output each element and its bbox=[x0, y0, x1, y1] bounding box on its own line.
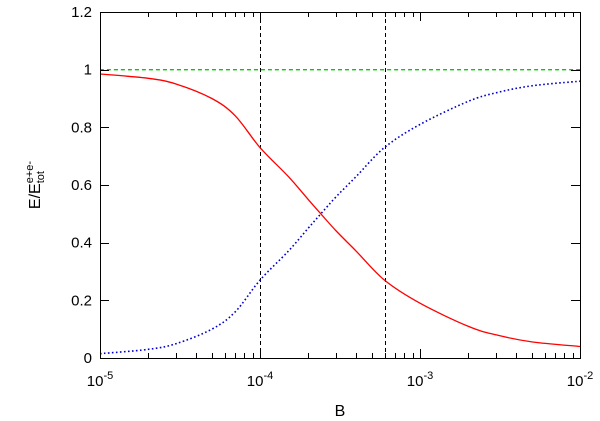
y-tick-label: 1 bbox=[84, 62, 92, 79]
series-layer bbox=[99, 69, 581, 355]
y-tick-label: 0.6 bbox=[71, 177, 92, 194]
ticks-layer bbox=[100, 12, 581, 359]
x-tick-label: 10-2 bbox=[567, 370, 593, 390]
reference-lines-layer bbox=[260, 12, 386, 358]
series-line-1 bbox=[99, 80, 581, 355]
x-tick-label: 10-5 bbox=[87, 370, 113, 390]
y-tick-label: 0.2 bbox=[71, 292, 92, 309]
y-axis-title: E/Ee+e-tot bbox=[24, 161, 47, 209]
x-tick-label: 10-3 bbox=[407, 370, 433, 390]
x-axis-title: B bbox=[335, 403, 346, 420]
y-tick-label: 0.4 bbox=[71, 235, 92, 252]
tick-labels-layer: 0 0.2 0.4 0.6 0.8 1 1.2 10-5 10-4 10-3 10-2 bbox=[71, 4, 593, 390]
y-axis-title-base: E/E bbox=[27, 183, 44, 209]
y-tick-label: 0 bbox=[84, 350, 92, 367]
plot-frame bbox=[100, 12, 581, 359]
y-tick-label: 0.8 bbox=[71, 119, 92, 136]
y-axis-title-superscript: e+e- bbox=[24, 161, 36, 184]
y-axis-title-subscript: tot bbox=[35, 171, 47, 183]
y-tick-label: 1.2 bbox=[71, 4, 92, 21]
series-line-0 bbox=[99, 73, 581, 348]
x-tick-label: 10-4 bbox=[247, 370, 273, 390]
